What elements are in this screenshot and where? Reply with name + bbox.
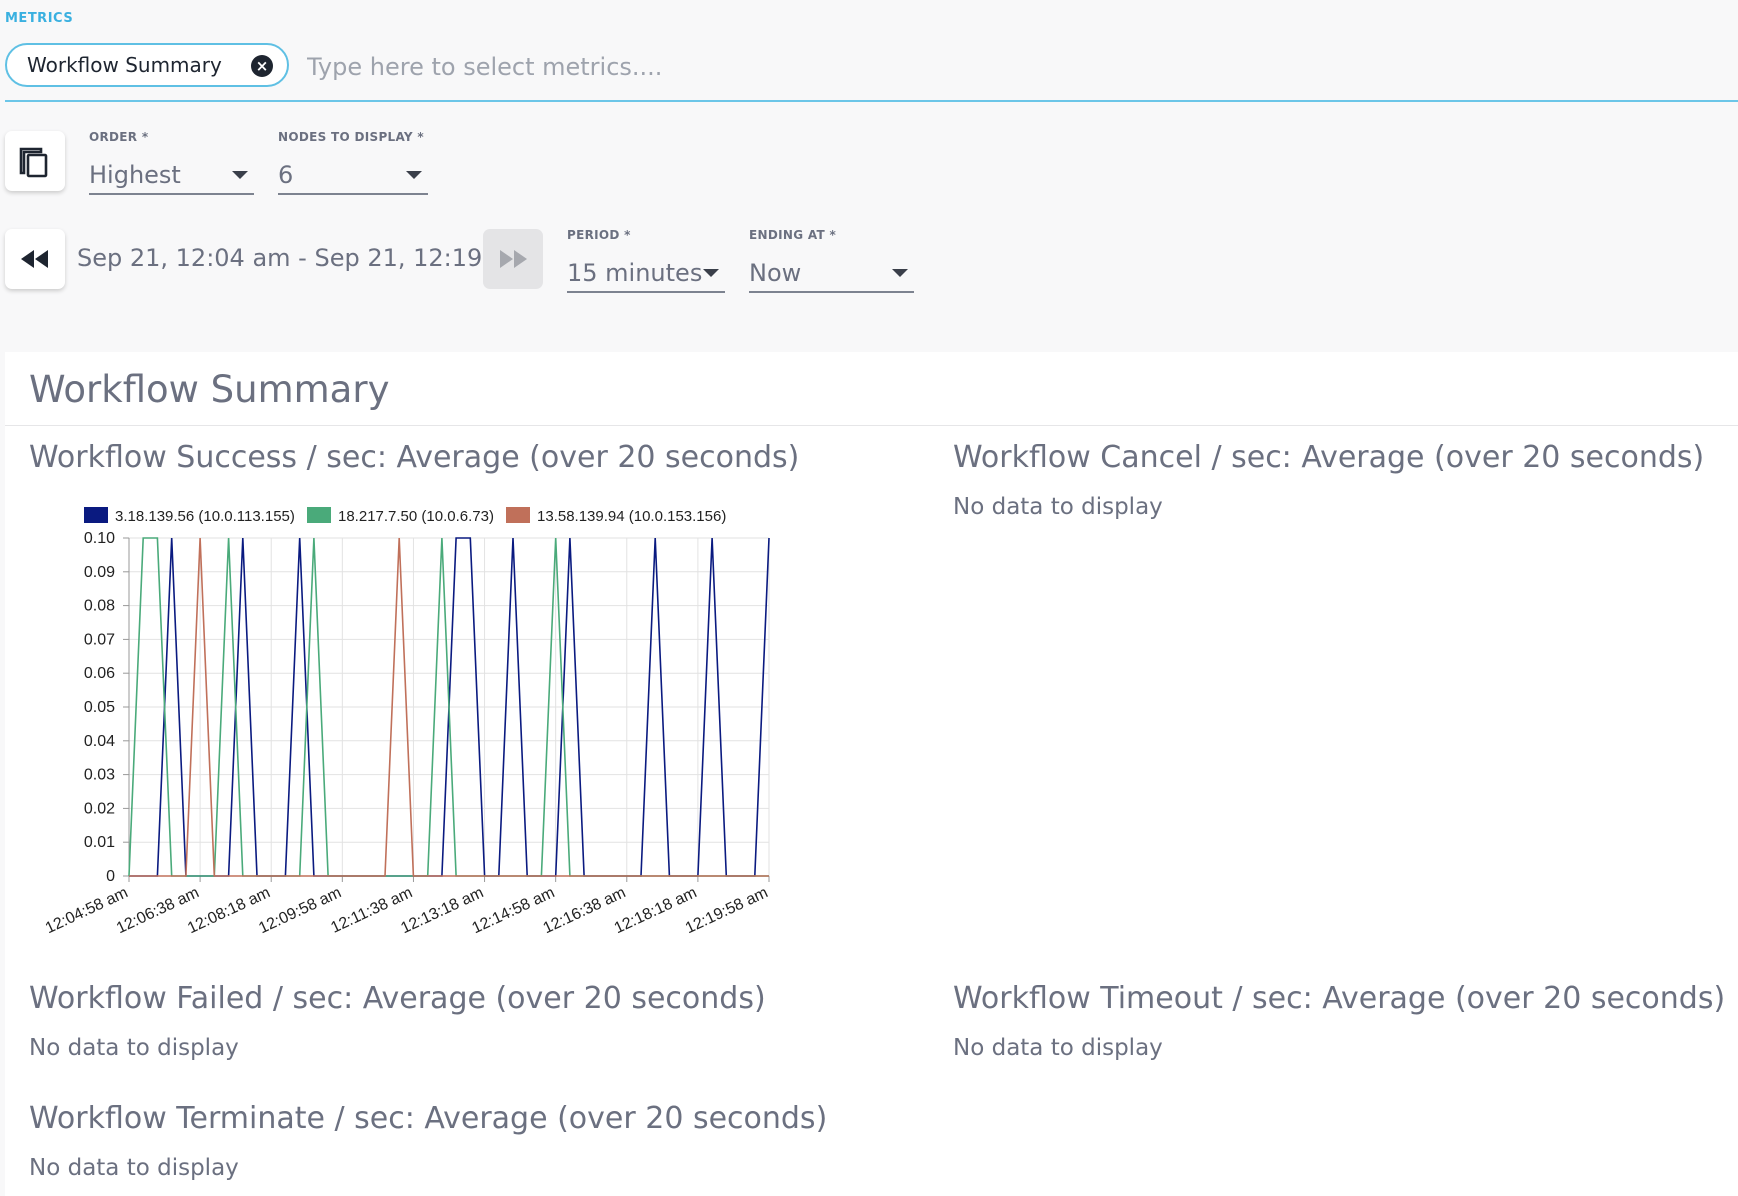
success-line-chart: 0 0.01 0.02 0.03 0.04 0.05 0.06 0.07 0.08 0.09 0.1…	[43, 507, 771, 937]
panel-title: Workflow Summary	[29, 368, 390, 411]
legend-swatch	[84, 507, 108, 523]
rewind-button[interactable]	[5, 229, 65, 289]
rewind-icon	[21, 250, 48, 268]
series-line-3	[129, 537, 769, 877]
close-circle-icon[interactable]: ×	[251, 55, 273, 77]
y-tick-label: 0.04	[84, 733, 115, 750]
y-tick-label: 0.01	[84, 834, 115, 851]
terminate-no-data: No data to display	[29, 1155, 239, 1181]
chart-title-terminate: Workflow Terminate / sec: Average (over …	[29, 1101, 828, 1136]
order-select[interactable]: Highest	[89, 155, 254, 195]
caret-down-icon	[892, 269, 908, 277]
metrics-bar	[5, 40, 1738, 102]
period-value: 15 minutes	[567, 259, 703, 287]
copy-button[interactable]	[5, 131, 65, 191]
chart-title-timeout: Workflow Timeout / sec: Average (over 20…	[953, 981, 1726, 1016]
y-tick-label: 0.06	[84, 665, 115, 682]
caret-down-icon	[232, 171, 248, 179]
ending-label: ENDING AT *	[749, 228, 837, 242]
ending-value: Now	[749, 259, 802, 287]
legend-swatch	[506, 507, 530, 523]
order-label: ORDER *	[89, 130, 149, 144]
chart-title-failed: Workflow Failed / sec: Average (over 20 …	[29, 981, 766, 1016]
y-tick-label: 0.08	[84, 598, 115, 615]
fast-forward-button[interactable]	[483, 229, 543, 289]
period-select[interactable]: 15 minutes	[567, 253, 725, 293]
copy-icon	[19, 147, 48, 178]
y-tick-label: 0.10	[84, 530, 115, 547]
metric-chip-label: Workflow Summary	[27, 53, 222, 77]
period-label: PERIOD *	[567, 228, 631, 242]
fast-forward-icon	[500, 250, 527, 268]
y-tick-label: 0.03	[84, 767, 115, 784]
chart-title-success: Workflow Success / sec: Average (over 20…	[29, 440, 800, 475]
nodes-select[interactable]: 6	[278, 155, 428, 195]
nodes-value: 6	[278, 161, 294, 189]
order-value: Highest	[89, 161, 181, 189]
y-tick-label: 0	[106, 868, 115, 885]
chart-title-cancel: Workflow Cancel / sec: Average (over 20 …	[953, 440, 1705, 475]
metrics-search-input[interactable]	[305, 46, 1409, 88]
y-tick-label: 0.05	[84, 699, 115, 716]
metric-chip[interactable]: Workflow Summary ×	[5, 43, 289, 87]
y-tick-label: 0.07	[84, 631, 115, 648]
legend-label: 3.18.139.56 (10.0.113.155)	[115, 508, 295, 525]
failed-no-data: No data to display	[29, 1035, 239, 1061]
date-range-text: Sep 21, 12:04 am - Sep 21, 12:19 am	[77, 244, 528, 272]
caret-down-icon	[406, 171, 422, 179]
panel-divider	[5, 425, 1738, 426]
ending-select[interactable]: Now	[749, 253, 914, 293]
summary-panel	[5, 352, 1738, 1196]
nodes-label: NODES TO DISPLAY *	[278, 130, 424, 144]
y-tick-label: 0.02	[84, 800, 115, 817]
legend-swatch	[307, 507, 331, 523]
cancel-no-data: No data to display	[953, 494, 1163, 520]
y-tick-label: 0.09	[84, 564, 115, 581]
legend-label: 13.58.139.94 (10.0.153.156)	[537, 508, 726, 525]
legend-label: 18.217.7.50 (10.0.6.73)	[338, 508, 494, 525]
metrics-label: METRICS	[5, 11, 74, 26]
timeout-no-data: No data to display	[953, 1035, 1163, 1061]
caret-down-icon	[703, 269, 719, 277]
